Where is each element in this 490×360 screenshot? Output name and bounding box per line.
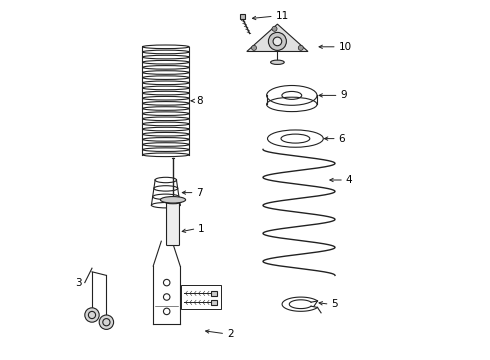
Ellipse shape	[164, 199, 182, 204]
Circle shape	[164, 279, 170, 286]
Circle shape	[164, 294, 170, 300]
Circle shape	[251, 45, 257, 50]
Ellipse shape	[270, 60, 284, 64]
Text: 10: 10	[339, 42, 352, 52]
Circle shape	[164, 308, 170, 315]
FancyBboxPatch shape	[167, 201, 179, 246]
Text: 9: 9	[341, 90, 347, 100]
Text: 4: 4	[346, 175, 352, 185]
Polygon shape	[247, 24, 308, 51]
Bar	[211, 300, 217, 305]
Text: 6: 6	[339, 134, 345, 144]
Circle shape	[269, 32, 286, 50]
Text: 8: 8	[196, 96, 203, 106]
Text: 7: 7	[196, 188, 203, 198]
Text: 3: 3	[75, 278, 82, 288]
Text: 2: 2	[227, 329, 234, 339]
Circle shape	[298, 45, 303, 50]
Bar	[211, 291, 217, 296]
Circle shape	[99, 315, 114, 329]
Circle shape	[85, 308, 99, 322]
Ellipse shape	[160, 197, 186, 203]
Circle shape	[273, 37, 282, 46]
Text: 1: 1	[198, 224, 205, 234]
Circle shape	[272, 26, 277, 31]
Text: 11: 11	[275, 11, 289, 21]
Text: 5: 5	[331, 299, 338, 309]
Bar	[240, 14, 245, 19]
